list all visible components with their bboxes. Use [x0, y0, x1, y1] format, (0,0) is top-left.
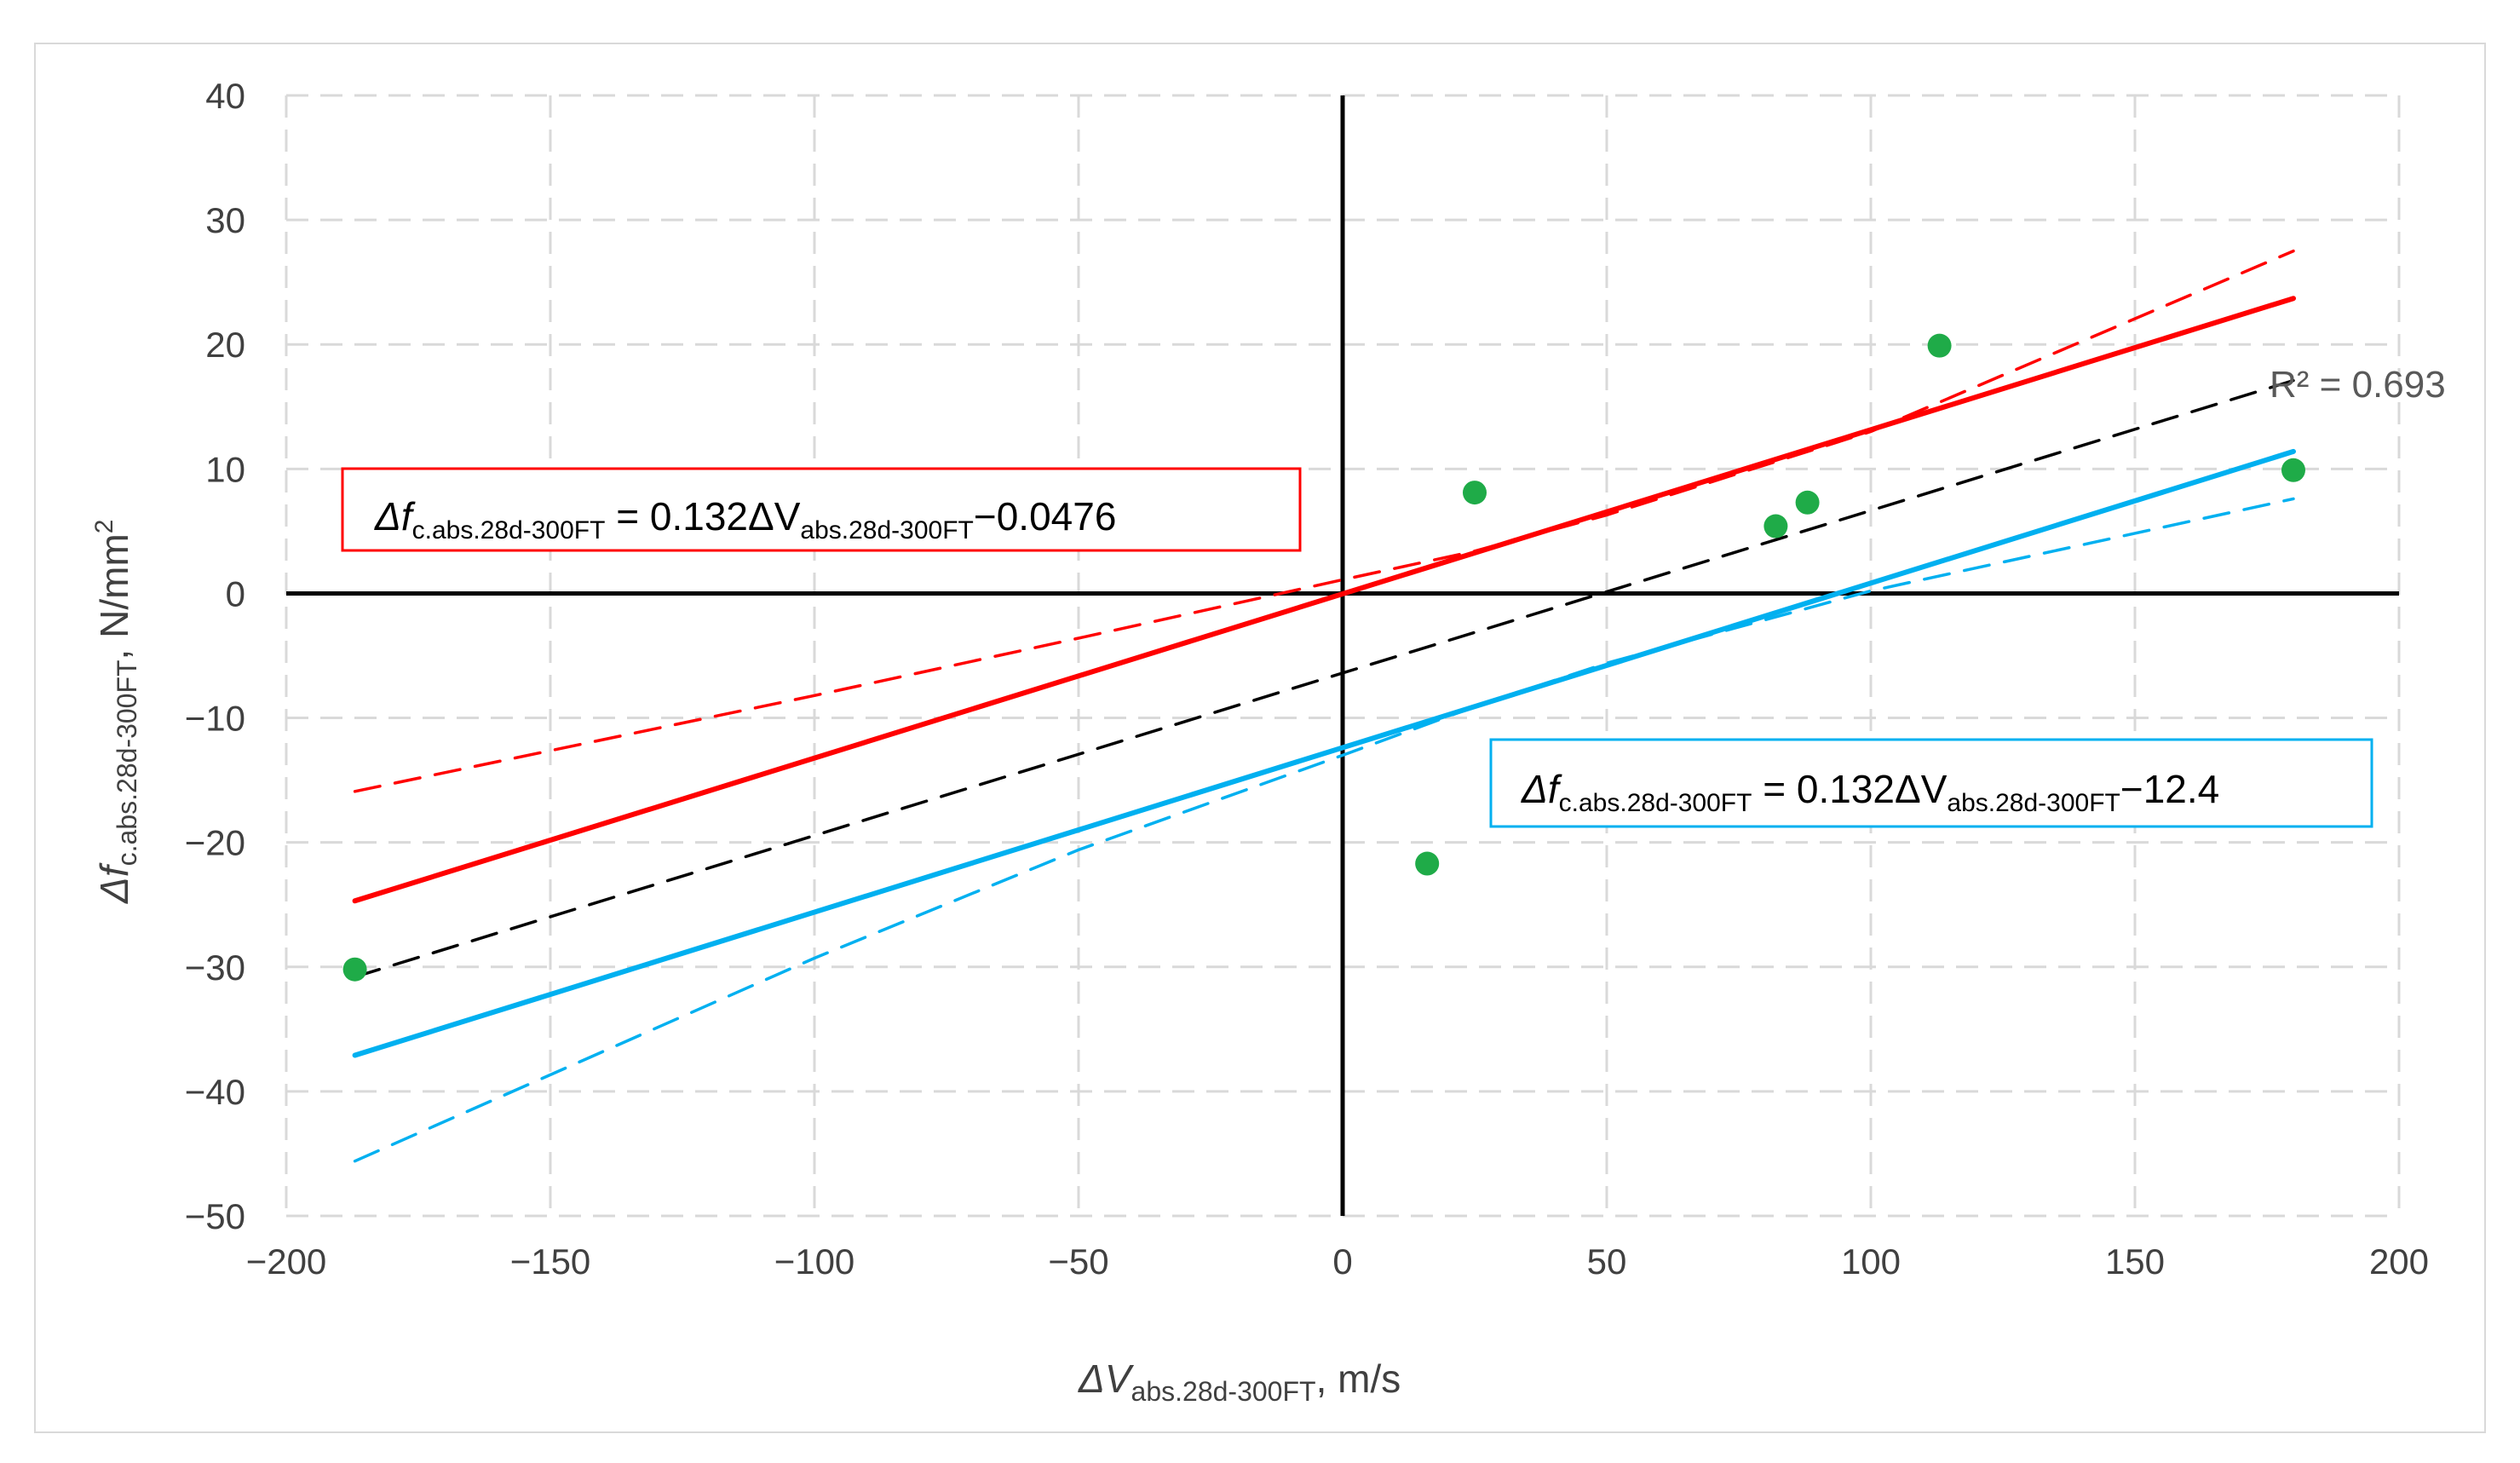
x-tick-label: −50: [1048, 1241, 1108, 1282]
y-tick-label: 20: [205, 325, 245, 365]
data-point: [1415, 851, 1440, 876]
tick-labels: −200 −150 −100 −50 0 50 100 150 200−50−40−30−20−…: [185, 76, 2429, 1282]
y-tick-label: 30: [205, 200, 245, 240]
y-tick-label: 40: [205, 76, 245, 116]
x-tick-label: −100: [774, 1241, 855, 1282]
series-lower-bound: [352, 448, 2296, 1058]
y-tick-label: −20: [185, 823, 245, 863]
x-tick-label: 150: [2105, 1241, 2165, 1282]
chart-frame: [34, 43, 2486, 1433]
x-tick-label: 0: [1332, 1241, 1352, 1282]
data-point: [1927, 333, 1952, 358]
x-tick-label: −150: [510, 1241, 591, 1282]
data-point: [342, 957, 367, 982]
x-tick-label: −200: [246, 1241, 327, 1282]
lower-equation: Δfc.abs.28d-300FT = 0.132ΔVabs.28d-300FT…: [1521, 767, 2219, 817]
data-point: [1763, 514, 1788, 539]
y-axis-title: Δfc.abs.28d-300FT, N/mm2: [90, 520, 142, 904]
y-tick-label: −30: [185, 947, 245, 988]
series-upper-bound: [352, 296, 2296, 904]
lower-equation-box: [1489, 738, 2373, 828]
series-lower-confidence-curve: [353, 497, 2295, 1163]
x-tick-label: 200: [2369, 1241, 2429, 1282]
x-tick-label: 100: [1841, 1241, 1901, 1282]
x-tick-label: 50: [1587, 1241, 1627, 1282]
y-tick-label: −50: [185, 1196, 245, 1236]
axes: [286, 95, 2399, 1216]
series-regression-line: [353, 378, 2295, 979]
data-points: [342, 333, 2305, 982]
y-tick-label: 10: [205, 449, 245, 489]
data-point: [1463, 481, 1487, 505]
y-tick-label: −40: [185, 1072, 245, 1112]
y-tick-label: −10: [185, 699, 245, 739]
y-tick-label: 0: [226, 573, 245, 613]
upper-equation-box: [341, 467, 1302, 552]
data-point: [2281, 458, 2305, 482]
upper-equation: Δfc.abs.28d-300FT = 0.132ΔVabs.28d-300FT…: [374, 494, 1116, 544]
series-upper-confidence-curve: [353, 249, 2295, 793]
data-point: [1795, 490, 1820, 515]
r-squared-label: R² = 0.693: [2270, 364, 2446, 406]
series-lines: [352, 249, 2296, 1163]
x-axis-title: ΔVabs.28d-300FT, m/s: [1078, 1356, 1401, 1407]
